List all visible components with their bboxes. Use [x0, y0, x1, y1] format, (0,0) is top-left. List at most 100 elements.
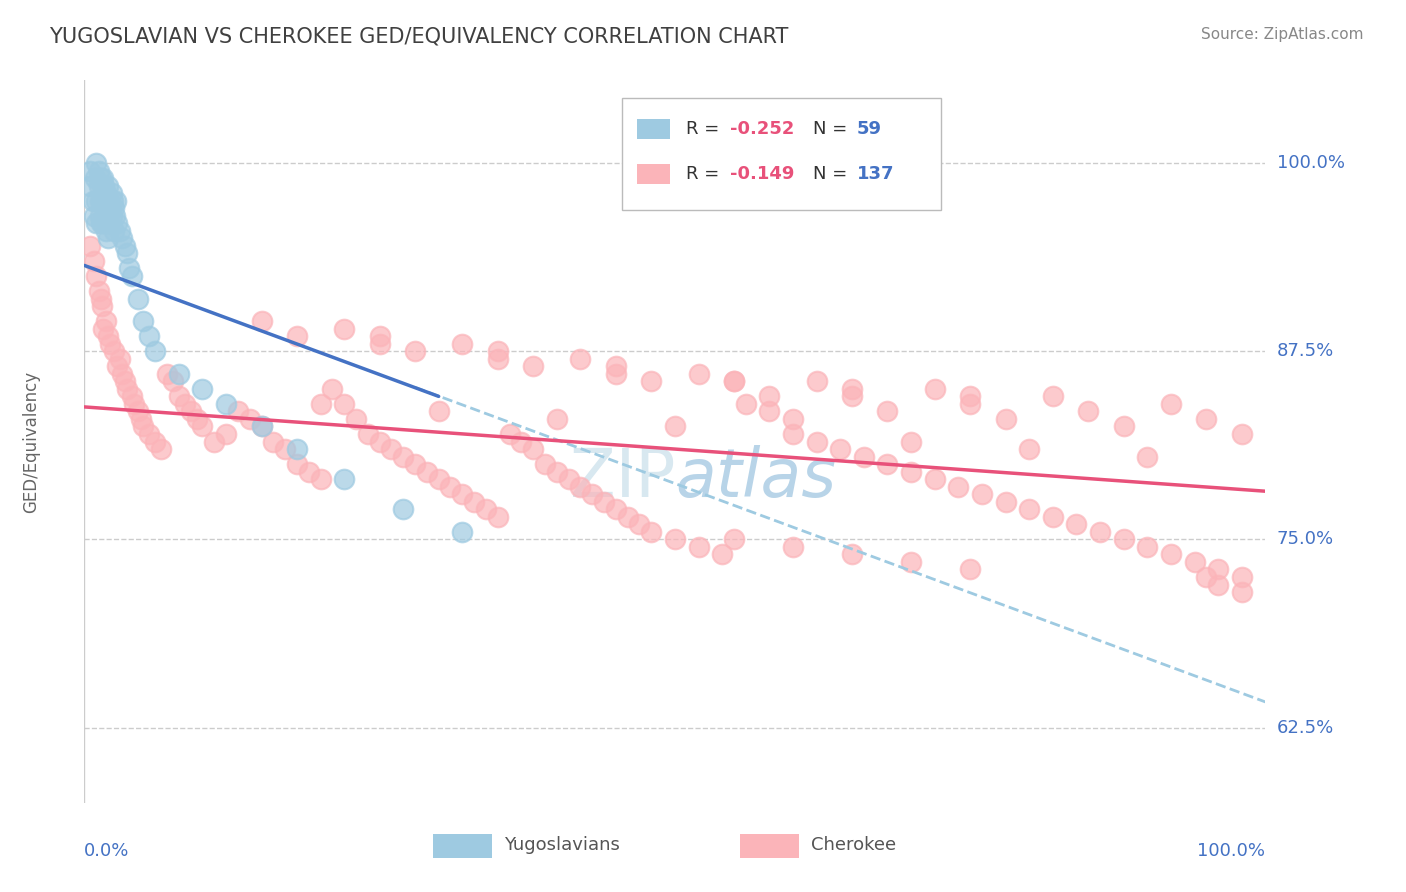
- Point: [628, 517, 651, 532]
- Point: [103, 224, 125, 238]
- Point: [107, 359, 129, 374]
- Point: [959, 397, 981, 411]
- Point: [534, 457, 557, 471]
- Text: Cherokee: Cherokee: [811, 836, 896, 854]
- Text: YUGOSLAVIAN VS CHEROKEE GED/EQUIVALENCY CORRELATION CHART: YUGOSLAVIAN VS CHEROKEE GED/EQUIVALENCY …: [49, 27, 789, 46]
- Point: [101, 194, 124, 208]
- Point: [333, 397, 356, 411]
- Point: [546, 412, 568, 426]
- Point: [569, 480, 592, 494]
- Point: [782, 427, 804, 442]
- Point: [1112, 419, 1135, 434]
- Point: [486, 344, 509, 359]
- Point: [309, 472, 332, 486]
- Point: [121, 389, 143, 403]
- Point: [93, 178, 115, 193]
- Point: [215, 397, 238, 411]
- Point: [94, 224, 117, 238]
- Point: [380, 442, 402, 456]
- Point: [97, 231, 120, 245]
- Point: [97, 194, 120, 208]
- Point: [368, 434, 391, 449]
- Point: [321, 382, 343, 396]
- Point: [1206, 562, 1229, 576]
- Text: 100.0%: 100.0%: [1277, 154, 1344, 172]
- Point: [876, 404, 898, 418]
- Point: [451, 487, 474, 501]
- Point: [91, 171, 114, 186]
- Point: [127, 404, 149, 418]
- FancyBboxPatch shape: [637, 164, 671, 185]
- Point: [1112, 533, 1135, 547]
- Point: [900, 465, 922, 479]
- Point: [89, 194, 111, 208]
- Text: Source: ZipAtlas.com: Source: ZipAtlas.com: [1201, 27, 1364, 42]
- Point: [463, 495, 485, 509]
- Point: [664, 419, 686, 434]
- FancyBboxPatch shape: [621, 98, 941, 211]
- Point: [368, 336, 391, 351]
- Point: [852, 450, 875, 464]
- Point: [392, 502, 415, 516]
- Point: [427, 472, 450, 486]
- Point: [581, 487, 603, 501]
- Point: [841, 548, 863, 562]
- Point: [498, 427, 520, 442]
- Point: [167, 389, 190, 403]
- Point: [924, 382, 946, 396]
- Point: [226, 404, 249, 418]
- Point: [97, 178, 120, 193]
- Point: [180, 404, 202, 418]
- Point: [948, 480, 970, 494]
- FancyBboxPatch shape: [637, 119, 671, 139]
- Point: [416, 465, 439, 479]
- Point: [79, 178, 101, 193]
- Point: [439, 480, 461, 494]
- Point: [1042, 389, 1064, 403]
- Point: [83, 253, 105, 268]
- Point: [98, 201, 121, 215]
- Point: [239, 412, 262, 426]
- Text: 62.5%: 62.5%: [1277, 719, 1334, 737]
- Point: [723, 375, 745, 389]
- Point: [605, 367, 627, 381]
- Point: [108, 351, 131, 366]
- Point: [357, 427, 380, 442]
- Point: [132, 314, 155, 328]
- Point: [309, 397, 332, 411]
- Point: [1066, 517, 1088, 532]
- Text: 0.0%: 0.0%: [84, 842, 129, 860]
- Point: [475, 502, 498, 516]
- Point: [150, 442, 173, 456]
- Point: [285, 329, 308, 343]
- Point: [688, 367, 710, 381]
- Point: [127, 292, 149, 306]
- Point: [368, 329, 391, 343]
- Point: [91, 194, 114, 208]
- Point: [122, 397, 145, 411]
- Point: [83, 209, 105, 223]
- Point: [1195, 412, 1218, 426]
- Point: [522, 442, 544, 456]
- Point: [100, 186, 122, 201]
- Text: 137: 137: [856, 165, 894, 183]
- Point: [404, 344, 426, 359]
- Point: [451, 336, 474, 351]
- Text: N =: N =: [813, 165, 853, 183]
- Point: [1018, 442, 1040, 456]
- Point: [121, 268, 143, 283]
- Point: [132, 419, 155, 434]
- Point: [723, 533, 745, 547]
- Point: [782, 412, 804, 426]
- Point: [806, 375, 828, 389]
- Point: [1042, 509, 1064, 524]
- Point: [93, 209, 115, 223]
- Point: [333, 321, 356, 335]
- Point: [94, 314, 117, 328]
- Point: [723, 375, 745, 389]
- Point: [640, 524, 662, 539]
- Point: [546, 465, 568, 479]
- Text: R =: R =: [686, 120, 724, 137]
- Point: [734, 397, 756, 411]
- Point: [970, 487, 993, 501]
